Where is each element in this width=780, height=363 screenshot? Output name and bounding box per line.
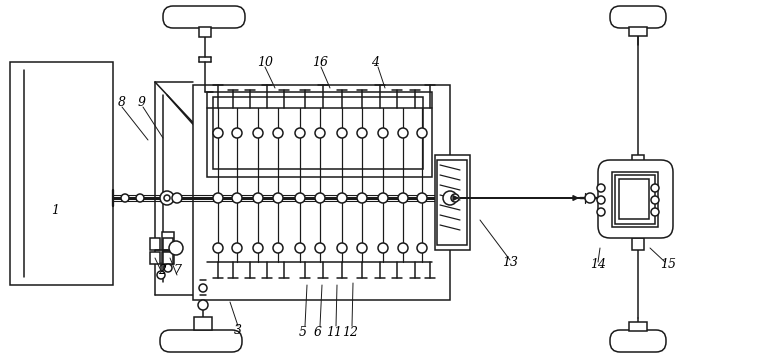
Circle shape (597, 184, 605, 192)
Text: 15: 15 (660, 258, 676, 272)
Bar (207, 92, 432, 177)
Bar (199, 27, 211, 37)
Circle shape (160, 191, 174, 205)
Circle shape (585, 193, 595, 203)
Bar (629, 322, 647, 331)
Circle shape (337, 243, 347, 253)
Circle shape (121, 194, 129, 202)
Circle shape (253, 128, 263, 138)
Circle shape (295, 128, 305, 138)
Circle shape (357, 128, 367, 138)
Text: 4: 4 (371, 56, 379, 69)
Circle shape (451, 194, 459, 202)
Bar (162, 232, 174, 250)
Circle shape (315, 243, 325, 253)
Bar (435, 155, 470, 250)
Circle shape (398, 193, 408, 203)
Bar (615, 175, 655, 224)
Circle shape (232, 243, 242, 253)
Circle shape (315, 128, 325, 138)
Bar (213, 97, 423, 169)
Circle shape (357, 243, 367, 253)
Text: 12: 12 (342, 326, 358, 339)
Circle shape (213, 193, 223, 203)
FancyBboxPatch shape (163, 6, 245, 28)
Text: 1: 1 (51, 204, 59, 216)
Bar (150, 252, 160, 264)
Circle shape (169, 241, 183, 255)
Bar (162, 252, 174, 264)
Circle shape (164, 264, 172, 272)
Circle shape (597, 196, 605, 204)
Circle shape (378, 193, 388, 203)
Circle shape (443, 191, 457, 205)
Bar (612, 172, 658, 227)
Bar (150, 238, 160, 250)
Bar (632, 238, 644, 250)
Circle shape (136, 194, 144, 202)
Text: 14: 14 (590, 258, 606, 272)
Text: 11: 11 (326, 326, 342, 339)
Text: 2: 2 (158, 264, 166, 277)
Circle shape (295, 243, 305, 253)
Circle shape (597, 208, 605, 216)
Text: 10: 10 (257, 56, 273, 69)
Circle shape (198, 300, 208, 310)
Circle shape (651, 208, 659, 216)
Circle shape (378, 128, 388, 138)
Bar (619, 179, 649, 219)
Bar (194, 317, 212, 330)
Text: 5: 5 (299, 326, 307, 339)
Circle shape (213, 128, 223, 138)
FancyBboxPatch shape (598, 160, 673, 238)
Circle shape (232, 128, 242, 138)
Text: 13: 13 (502, 256, 518, 269)
Circle shape (273, 128, 283, 138)
Circle shape (199, 284, 207, 292)
Circle shape (651, 184, 659, 192)
Circle shape (172, 193, 182, 203)
Circle shape (337, 193, 347, 203)
Bar (10, 62, 113, 285)
Text: 8: 8 (118, 95, 126, 109)
FancyBboxPatch shape (610, 330, 666, 352)
Circle shape (232, 193, 242, 203)
Text: 16: 16 (312, 56, 328, 69)
Text: 7: 7 (173, 264, 181, 277)
Circle shape (213, 243, 223, 253)
Circle shape (273, 243, 283, 253)
Circle shape (157, 271, 165, 279)
Circle shape (273, 193, 283, 203)
Circle shape (417, 193, 427, 203)
Circle shape (337, 128, 347, 138)
Circle shape (417, 128, 427, 138)
Circle shape (417, 243, 427, 253)
Circle shape (253, 193, 263, 203)
Circle shape (315, 193, 325, 203)
FancyBboxPatch shape (610, 6, 666, 28)
Bar (163, 238, 173, 250)
Circle shape (651, 196, 659, 204)
Text: 6: 6 (314, 326, 322, 339)
Circle shape (164, 195, 170, 201)
Text: 9: 9 (138, 95, 146, 109)
Bar (163, 252, 173, 264)
Bar (193, 85, 450, 300)
Circle shape (398, 243, 408, 253)
Text: 3: 3 (234, 323, 242, 337)
Bar (629, 27, 647, 36)
Bar (437, 160, 467, 245)
Circle shape (253, 243, 263, 253)
Circle shape (357, 193, 367, 203)
FancyBboxPatch shape (160, 330, 242, 352)
Circle shape (398, 128, 408, 138)
Bar (632, 155, 644, 167)
Circle shape (378, 243, 388, 253)
Circle shape (295, 193, 305, 203)
